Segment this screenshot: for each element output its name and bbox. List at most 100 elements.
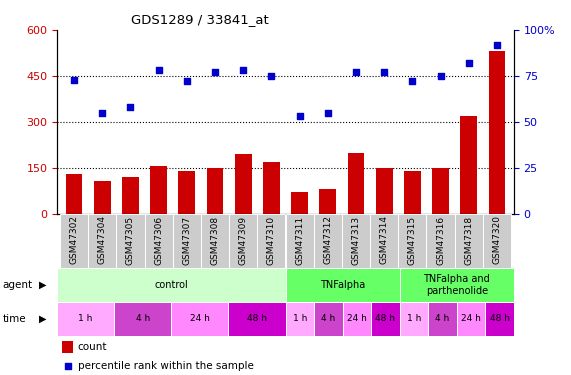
Text: count: count xyxy=(78,342,107,351)
Text: GSM47309: GSM47309 xyxy=(239,215,248,264)
Point xyxy=(436,73,445,79)
Bar xyxy=(343,302,371,336)
Point xyxy=(464,60,473,66)
Bar xyxy=(94,181,111,214)
Bar xyxy=(342,214,370,268)
Text: 4 h: 4 h xyxy=(436,314,449,323)
Text: 1 h: 1 h xyxy=(78,314,93,323)
Text: GSM47302: GSM47302 xyxy=(70,215,79,264)
Point xyxy=(154,68,163,74)
Point xyxy=(351,69,360,75)
Bar xyxy=(172,214,201,268)
Bar xyxy=(263,162,280,214)
Bar xyxy=(144,214,172,268)
Bar xyxy=(400,268,514,302)
Point xyxy=(267,73,276,79)
Text: GSM47312: GSM47312 xyxy=(323,215,332,264)
Text: 1 h: 1 h xyxy=(292,314,307,323)
Bar xyxy=(313,214,342,268)
Bar xyxy=(348,153,364,214)
Bar xyxy=(291,192,308,214)
Text: GSM47318: GSM47318 xyxy=(464,215,473,264)
Bar xyxy=(66,174,82,214)
Point xyxy=(295,113,304,119)
Bar xyxy=(460,116,477,214)
Text: percentile rank within the sample: percentile rank within the sample xyxy=(78,361,254,370)
Bar xyxy=(178,171,195,214)
Text: GSM47308: GSM47308 xyxy=(211,215,219,264)
Text: TNFalpha: TNFalpha xyxy=(320,280,365,290)
Point xyxy=(408,78,417,84)
Bar xyxy=(370,214,399,268)
Point xyxy=(98,110,107,116)
Bar xyxy=(286,214,313,268)
Bar xyxy=(489,51,505,214)
Text: GSM47320: GSM47320 xyxy=(492,215,501,264)
Text: GSM47315: GSM47315 xyxy=(408,215,417,264)
Bar xyxy=(88,214,116,268)
Point xyxy=(126,104,135,110)
Text: GSM47310: GSM47310 xyxy=(267,215,276,264)
Point xyxy=(70,76,79,82)
Bar xyxy=(235,154,252,214)
Bar xyxy=(483,214,511,268)
Point xyxy=(492,42,501,48)
Bar xyxy=(319,189,336,214)
Bar xyxy=(455,214,483,268)
Bar xyxy=(485,302,514,336)
Bar xyxy=(428,302,457,336)
Text: 48 h: 48 h xyxy=(375,314,396,323)
Bar xyxy=(376,168,393,214)
Point xyxy=(211,69,220,75)
Bar xyxy=(258,214,286,268)
Point xyxy=(182,78,191,84)
Text: ▶: ▶ xyxy=(39,280,46,290)
Text: 4 h: 4 h xyxy=(136,314,150,323)
Point xyxy=(380,69,389,75)
Bar xyxy=(122,177,139,214)
Bar xyxy=(57,302,114,336)
Text: 48 h: 48 h xyxy=(247,314,267,323)
Bar xyxy=(150,166,167,214)
Text: GSM47313: GSM47313 xyxy=(352,215,360,264)
Point xyxy=(376,268,385,274)
Text: GSM47306: GSM47306 xyxy=(154,215,163,264)
Text: 1 h: 1 h xyxy=(407,314,421,323)
Text: ▶: ▶ xyxy=(39,314,46,324)
Bar xyxy=(457,302,485,336)
Text: 48 h: 48 h xyxy=(489,314,510,323)
Bar xyxy=(60,214,88,268)
Bar xyxy=(114,302,171,336)
Bar xyxy=(427,214,455,268)
Bar xyxy=(399,214,427,268)
Bar xyxy=(57,268,286,302)
Bar xyxy=(432,168,449,214)
Bar xyxy=(404,171,421,214)
Bar xyxy=(400,302,428,336)
Text: GSM47316: GSM47316 xyxy=(436,215,445,264)
Bar xyxy=(286,302,314,336)
Text: TNFalpha and
parthenolide: TNFalpha and parthenolide xyxy=(424,274,490,296)
Point xyxy=(239,68,248,74)
Bar xyxy=(229,214,258,268)
Text: GDS1289 / 33841_at: GDS1289 / 33841_at xyxy=(131,13,269,26)
Bar xyxy=(171,302,228,336)
Bar xyxy=(314,302,343,336)
Bar xyxy=(116,214,144,268)
Text: 24 h: 24 h xyxy=(461,314,481,323)
Bar xyxy=(371,302,400,336)
Bar xyxy=(207,168,223,214)
Text: control: control xyxy=(154,280,188,290)
Bar xyxy=(228,302,286,336)
Text: GSM47307: GSM47307 xyxy=(182,215,191,264)
Text: 4 h: 4 h xyxy=(321,314,335,323)
Text: GSM47305: GSM47305 xyxy=(126,215,135,264)
Text: GSM47311: GSM47311 xyxy=(295,215,304,264)
Text: 24 h: 24 h xyxy=(190,314,210,323)
Point xyxy=(323,110,332,116)
Bar xyxy=(201,214,229,268)
Bar xyxy=(286,268,400,302)
Text: 24 h: 24 h xyxy=(347,314,367,323)
Text: agent: agent xyxy=(3,280,33,290)
Text: GSM47314: GSM47314 xyxy=(380,215,389,264)
